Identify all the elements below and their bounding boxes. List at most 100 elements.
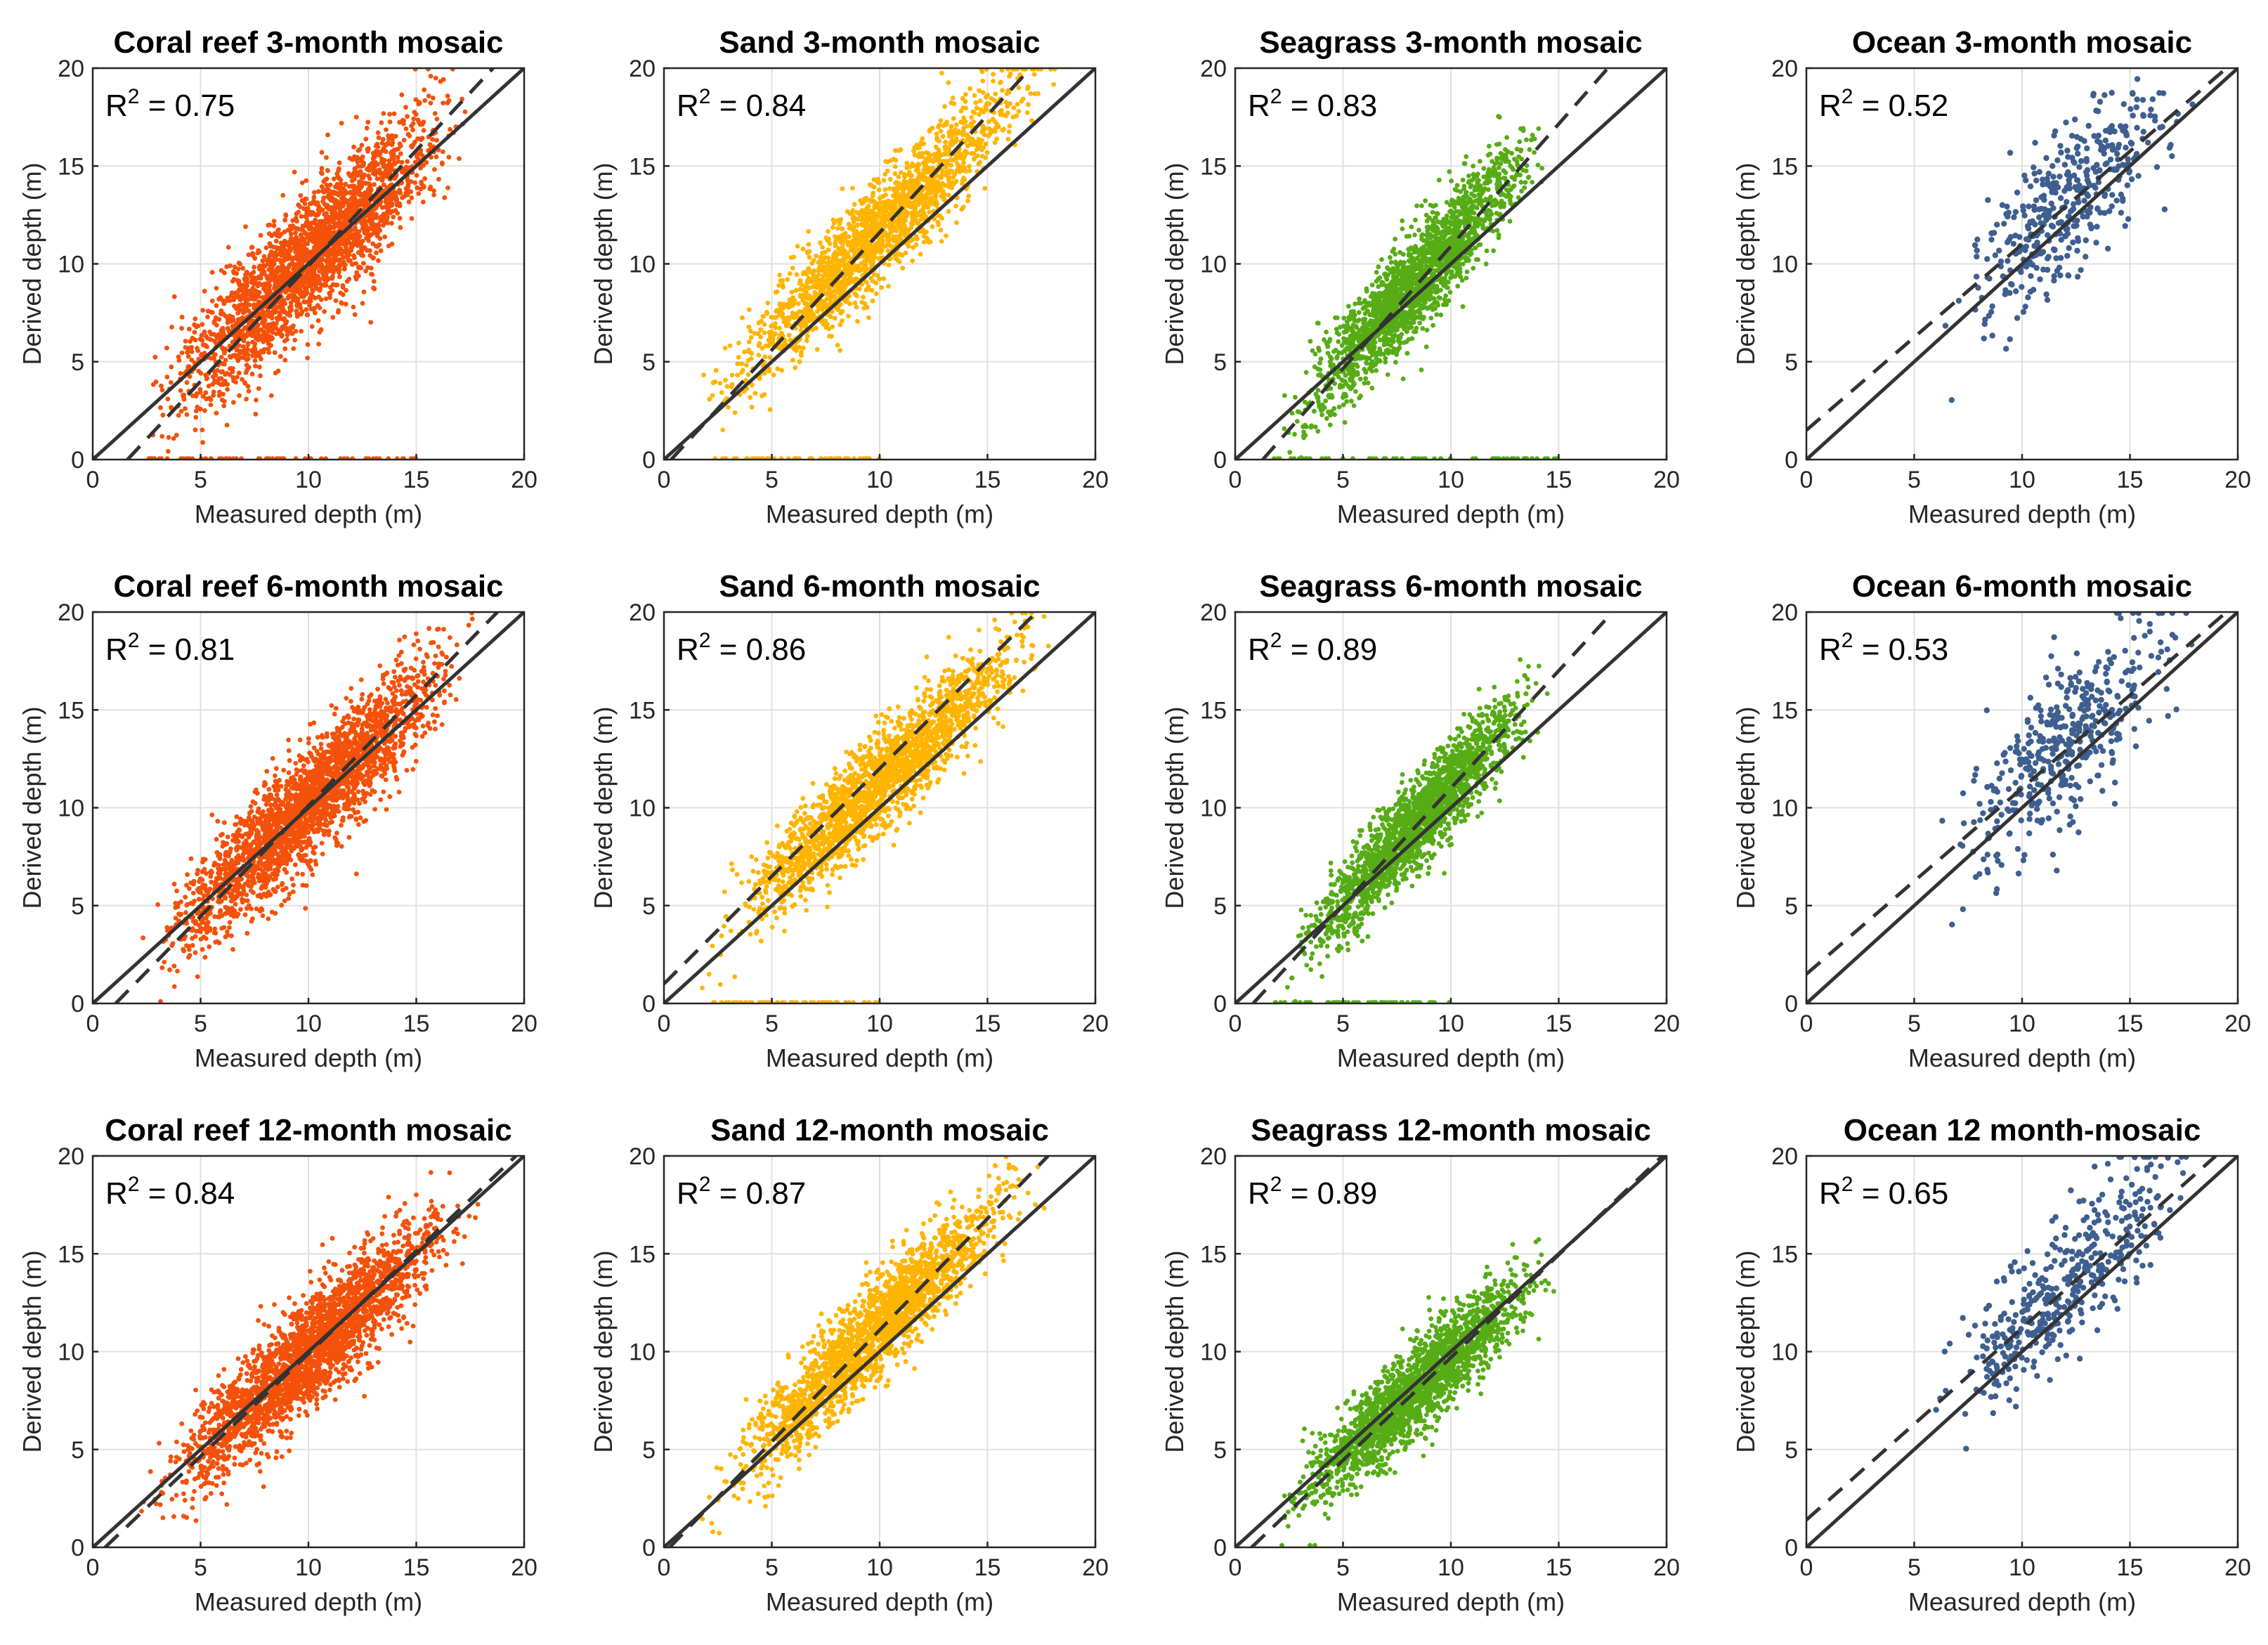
scatter-point xyxy=(268,258,274,264)
scatter-point xyxy=(390,140,396,145)
scatter-point xyxy=(372,182,377,187)
scatter-point xyxy=(274,233,280,238)
scatter-point xyxy=(381,223,386,228)
scatter-point xyxy=(748,356,754,361)
scatter-point xyxy=(817,264,822,270)
scatter-point xyxy=(294,252,300,258)
scatter-point xyxy=(786,323,791,328)
scatter-point xyxy=(236,370,242,376)
scatter-point xyxy=(769,315,774,320)
scatter-point xyxy=(297,204,303,209)
scatter-point xyxy=(399,160,405,165)
scatter-point xyxy=(312,190,317,195)
scatter-point xyxy=(901,200,906,205)
scatter-point xyxy=(825,268,830,274)
scatter-point xyxy=(953,122,959,127)
scatter-point xyxy=(391,190,396,195)
scatter-point xyxy=(243,275,249,280)
scatter-point xyxy=(990,117,996,122)
scatter-point xyxy=(368,320,374,325)
scatter-point xyxy=(340,212,346,217)
scatter-point xyxy=(320,207,325,213)
scatter-point xyxy=(927,209,932,215)
scatter-point xyxy=(304,178,309,183)
scatter-point xyxy=(828,295,834,301)
scatter-point xyxy=(875,179,880,185)
scatter-point xyxy=(212,378,217,384)
scatter-point xyxy=(1025,84,1031,89)
scatter-point xyxy=(953,220,959,226)
scatter-point xyxy=(183,406,188,411)
scatter-point xyxy=(1007,124,1012,129)
scatter-point xyxy=(892,200,898,205)
scatter-point xyxy=(943,183,948,188)
scatter-point xyxy=(300,252,305,257)
scatter-point xyxy=(462,109,468,115)
scatter-point xyxy=(816,268,821,274)
scatter-point xyxy=(933,144,939,150)
scatter-point xyxy=(305,219,310,224)
scatter-point xyxy=(925,177,930,183)
y-tick-label: 20 xyxy=(58,56,84,82)
scatter-point xyxy=(985,93,990,98)
scatter-point xyxy=(193,316,198,322)
scatter-point xyxy=(185,353,191,359)
scatter-point xyxy=(885,168,890,174)
scatter-point xyxy=(343,301,348,307)
scatter-point xyxy=(410,121,416,126)
scatter-point xyxy=(187,374,193,379)
scatter-point xyxy=(225,386,230,392)
scatter-point xyxy=(178,409,184,414)
scatter-point xyxy=(904,212,909,217)
scatter-point xyxy=(901,225,907,230)
scatter-point xyxy=(375,130,381,136)
scatter-point xyxy=(282,339,287,344)
scatter-point xyxy=(939,239,944,244)
scatter-point xyxy=(257,364,262,370)
scatter-point xyxy=(764,311,770,316)
scatter-point xyxy=(412,110,417,115)
scatter-point xyxy=(951,101,957,107)
scatter-point xyxy=(327,195,332,200)
scatter-point xyxy=(351,176,357,182)
scatter-point xyxy=(844,282,849,287)
scatter-point xyxy=(921,240,927,245)
scatter-point xyxy=(1324,330,1329,334)
scatter-point xyxy=(240,291,246,297)
scatter-point xyxy=(998,79,1003,85)
scatter-point xyxy=(412,160,418,165)
scatter-point xyxy=(846,234,852,240)
scatter-point xyxy=(245,384,251,389)
scatter-point xyxy=(434,138,439,143)
scatter-point xyxy=(249,371,255,377)
scatter-point xyxy=(918,217,924,222)
scatter-point xyxy=(365,149,370,154)
x-tick-label: 10 xyxy=(866,467,893,493)
x-tick-label: 5 xyxy=(765,467,778,493)
scatter-point xyxy=(342,219,348,225)
scatter-point xyxy=(360,253,365,259)
scatter-point xyxy=(315,189,321,194)
scatter-point xyxy=(762,322,767,327)
scatter-point xyxy=(823,278,829,283)
scatter-point xyxy=(259,334,264,340)
scatter-point xyxy=(192,330,197,335)
scatter-point xyxy=(986,119,991,124)
scatter-point xyxy=(374,233,380,239)
scatter-point xyxy=(318,219,323,225)
scatter-point xyxy=(735,361,741,367)
scatter-point xyxy=(1026,102,1031,108)
scatter-point xyxy=(914,143,920,148)
scatter-point xyxy=(855,318,860,324)
scatter-point xyxy=(253,294,259,300)
scatter-point xyxy=(916,154,921,160)
scatter-point xyxy=(210,356,216,360)
scatter-point xyxy=(886,262,892,268)
scatter-point xyxy=(434,117,440,122)
scatter-point xyxy=(246,389,252,394)
scatter-point xyxy=(312,212,318,217)
scatter-point xyxy=(826,255,831,261)
scatter-point xyxy=(231,400,236,405)
scatter-point xyxy=(292,295,297,300)
scatter-point xyxy=(298,311,304,316)
